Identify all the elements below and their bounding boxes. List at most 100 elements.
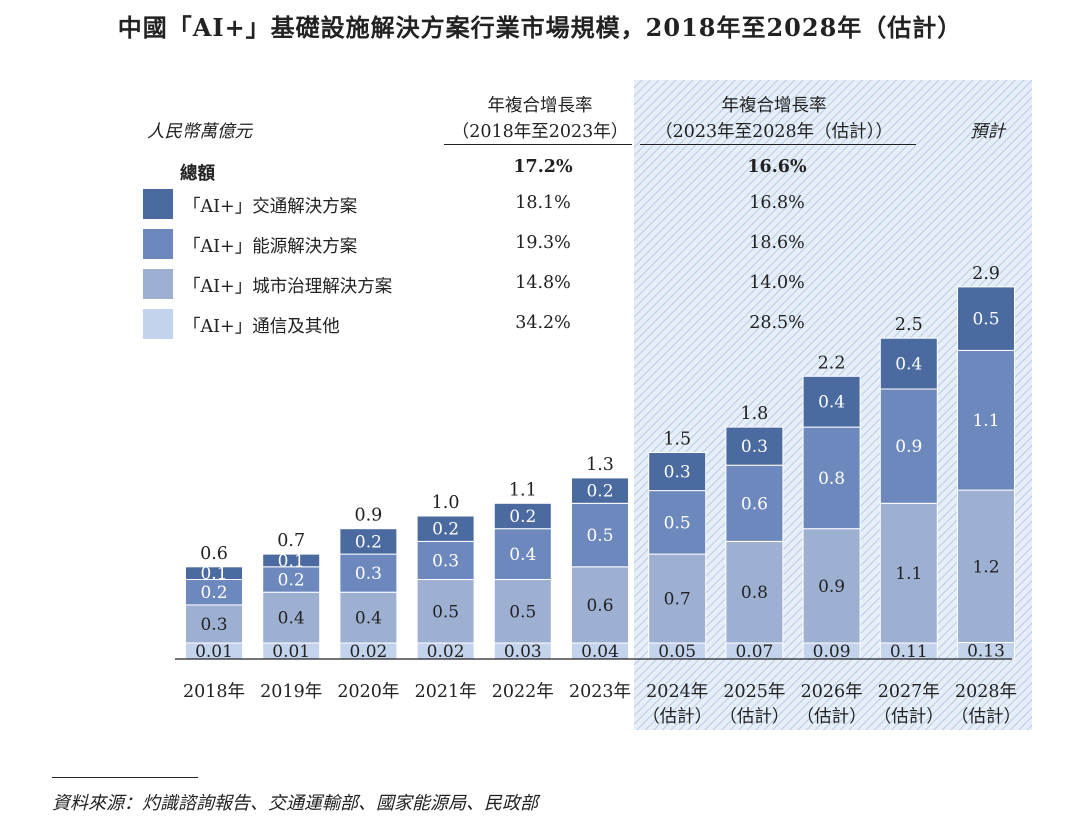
forecast-label: 預計 xyxy=(970,122,1005,142)
bar-segment xyxy=(262,553,321,568)
segment-value-label: 0.8 xyxy=(741,583,768,603)
x-tick-label: （估計） xyxy=(951,707,1021,727)
segment-value-label: 0.3 xyxy=(200,615,227,635)
cagr-header-1-line2: （2018年至2023年） xyxy=(451,122,629,142)
segment-value-label: 0.04 xyxy=(581,642,619,662)
segment-value-label: 0.9 xyxy=(818,577,845,597)
segment-value-label: 0.3 xyxy=(355,564,382,584)
segment-value-label: 0.2 xyxy=(200,583,227,603)
bar-segment xyxy=(262,566,321,593)
bar-segment xyxy=(725,426,784,466)
bar-segment xyxy=(879,337,938,390)
x-tick-label: 2025年 xyxy=(723,682,785,702)
segment-value-label: 0.02 xyxy=(427,642,465,662)
labels-layer: 0.010.30.20.10.62018年0.010.40.20.10.7201… xyxy=(175,264,1021,727)
bar-total-label: 1.5 xyxy=(663,430,691,450)
segment-value-label: 0.2 xyxy=(432,520,459,540)
bar-segment xyxy=(416,515,475,542)
cagr-header-2-line1: 年複合增長率 xyxy=(721,96,827,116)
segment-value-label: 0.5 xyxy=(586,526,613,546)
chart-title: 中國「AI+」基礎設施解決方案行業市場規模，2018年至2028年（估計） xyxy=(117,13,963,42)
legend-cagr-1: 34.2% xyxy=(515,313,571,333)
unit-label: 人民幣萬億元 xyxy=(147,122,252,142)
segment-value-label: 1.1 xyxy=(972,411,999,431)
segment-value-label: 0.7 xyxy=(664,590,691,610)
segment-value-label: 0.8 xyxy=(818,469,845,489)
segment-value-label: 0.2 xyxy=(586,482,613,502)
x-tick-label: （估計） xyxy=(642,707,712,727)
bar-segment xyxy=(648,553,707,644)
x-tick-label: 2024年 xyxy=(646,682,708,702)
x-tick-label: 2019年 xyxy=(260,682,322,702)
legend-cagr-2: 16.8% xyxy=(749,193,805,213)
cagr-header-2-line2: （2023年至2028年（估計）） xyxy=(655,122,893,142)
x-tick-label: （估計） xyxy=(719,707,789,727)
bar-segment xyxy=(957,489,1015,643)
bar-segment xyxy=(493,579,552,644)
x-tick-label: 2022年 xyxy=(492,682,554,702)
x-tick-label: （估計） xyxy=(797,707,867,727)
legend-label: 「AI+」城市治理解決方案 xyxy=(183,277,393,297)
segment-value-label: 0.09 xyxy=(813,642,851,662)
bar-segment xyxy=(416,540,475,581)
bar-segment xyxy=(725,464,784,542)
bar-segment xyxy=(802,528,861,644)
legend-cagr-1: 19.3% xyxy=(515,233,571,253)
bar-segment xyxy=(957,349,1015,491)
bar-segment xyxy=(725,540,784,644)
total-label: 總額 xyxy=(180,164,215,184)
legend-swatch xyxy=(143,229,173,259)
bar-segment xyxy=(339,591,398,644)
bar-total-label: 1.1 xyxy=(509,480,537,500)
bar-total-label: 2.2 xyxy=(818,353,846,373)
segment-value-label: 0.02 xyxy=(349,642,387,662)
segment-value-label: 0.05 xyxy=(658,642,696,662)
x-tick-label: 2027年 xyxy=(878,682,940,702)
segment-value-label: 0.1 xyxy=(278,551,305,571)
bar-segment xyxy=(648,452,707,492)
header-underline-2 xyxy=(640,144,916,145)
segment-value-label: 0.9 xyxy=(895,437,922,457)
segment-value-label: 0.5 xyxy=(664,513,691,533)
legend-swatch xyxy=(143,189,173,219)
bar-segment xyxy=(493,528,552,581)
bar-segment xyxy=(416,579,475,644)
legend-swatch xyxy=(143,269,173,299)
segment-value-label: 0.3 xyxy=(741,437,768,457)
bar-segment xyxy=(957,286,1015,351)
segment-value-label: 0.01 xyxy=(195,642,233,662)
legend-label: 「AI+」交通解決方案 xyxy=(183,197,358,217)
x-tick-label: 2018年 xyxy=(183,682,245,702)
segment-value-label: 0.5 xyxy=(509,602,536,622)
segment-value-label: 1.2 xyxy=(972,557,999,577)
segment-value-label: 0.5 xyxy=(432,602,459,622)
segment-value-label: 0.4 xyxy=(509,545,536,565)
segment-value-label: 0.01 xyxy=(272,642,310,662)
segment-value-label: 0.3 xyxy=(432,551,459,571)
segment-value-label: 0.2 xyxy=(278,571,305,591)
bar-segment xyxy=(648,490,707,555)
legend-label: 「AI+」通信及其他 xyxy=(183,317,340,337)
segment-value-label: 0.4 xyxy=(895,355,922,375)
source-note: 資料來源：灼識諮詢報告、交通運輸部、國家能源局、民政部 xyxy=(52,793,538,814)
bar-segment xyxy=(879,502,938,644)
bar-total-label: 1.0 xyxy=(432,493,460,513)
legend-cagr-2: 18.6% xyxy=(749,233,805,253)
segment-value-label: 1.1 xyxy=(895,564,922,584)
legend-label: 「AI+」能源解決方案 xyxy=(183,237,358,257)
cagr-header-1-line1: 年複合增長率 xyxy=(487,96,593,116)
legend-cagr-2: 28.5% xyxy=(749,313,805,333)
x-tick-label: 2021年 xyxy=(415,682,477,702)
bar-total-label: 0.7 xyxy=(277,531,305,551)
bar-segment xyxy=(339,553,398,593)
bar-total-label: 0.9 xyxy=(354,506,382,526)
segment-value-label: 0.2 xyxy=(355,532,382,552)
header-underline-1 xyxy=(444,144,632,145)
bar-segment xyxy=(802,375,861,428)
bar-segment xyxy=(339,528,398,555)
x-tick-label: （估計） xyxy=(874,707,944,727)
segment-value-label: 0.11 xyxy=(890,642,928,662)
segment-value-label: 0.1 xyxy=(200,564,227,584)
segment-value-label: 0.4 xyxy=(818,393,845,413)
